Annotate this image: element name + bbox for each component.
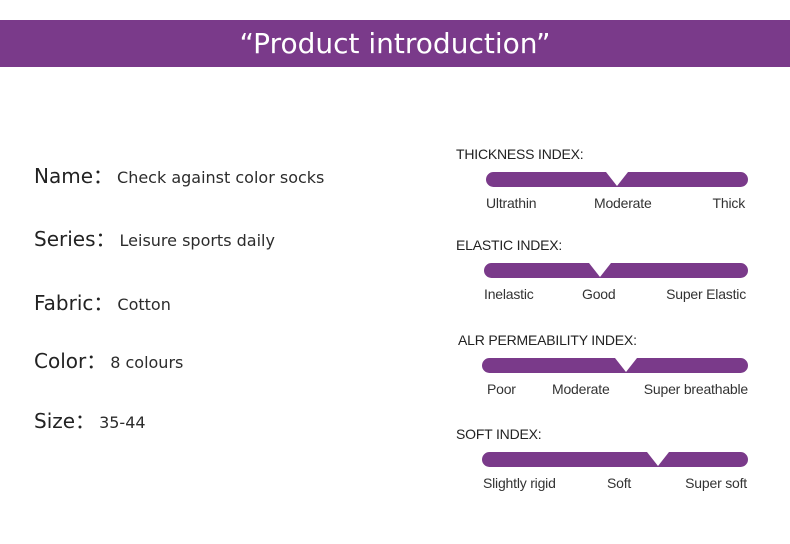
- index-bar: [484, 263, 748, 278]
- spec-row-fabric: Fabric： Cotton: [34, 287, 171, 316]
- index-level-marker: [614, 358, 637, 372]
- index-title: THICKNESS INDEX:: [456, 146, 584, 162]
- index-level-marker: [646, 452, 669, 466]
- index-scale-labels: Slightly rigid Soft Super soft: [482, 475, 748, 493]
- spec-label: Fabric：: [34, 291, 114, 315]
- index-scale-mid: Soft: [607, 475, 632, 491]
- index-bar: [482, 358, 748, 373]
- index-level-marker: [606, 172, 628, 186]
- index-scale-labels: Poor Moderate Super breathable: [482, 381, 748, 399]
- spec-label: Color：: [34, 349, 107, 373]
- index-title: SOFT INDEX:: [456, 426, 542, 442]
- index-scale-mid: Good: [582, 286, 616, 302]
- spec-label: Series：: [34, 227, 116, 251]
- index-scale-high: Thick: [712, 195, 746, 211]
- index-scale-labels: Inelastic Good Super Elastic: [484, 286, 748, 304]
- index-scale-low: Slightly rigid: [483, 475, 556, 491]
- spec-label: Size：: [34, 409, 96, 433]
- spec-value: 8 colours: [110, 353, 184, 372]
- index-title: ALR PERMEABILITY INDEX:: [458, 332, 637, 348]
- index-scale-high: Super breathable: [643, 381, 748, 397]
- index-scale-mid: Moderate: [552, 381, 610, 397]
- page-title: “Product introduction”: [239, 27, 551, 60]
- spec-value: Check against color socks: [117, 168, 325, 187]
- spec-row-name: Name： Check against color socks: [34, 160, 324, 189]
- index-bar: [486, 172, 748, 187]
- spec-value: Leisure sports daily: [119, 231, 275, 250]
- index-scale-low: Inelastic: [484, 286, 534, 302]
- spec-label: Name：: [34, 164, 114, 188]
- index-scale-high: Super Elastic: [666, 286, 746, 302]
- spec-value: 35-44: [99, 413, 146, 432]
- index-scale-labels: Ultrathin Moderate Thick: [486, 195, 748, 213]
- header-banner: “Product introduction”: [0, 20, 790, 67]
- index-scale-mid: Moderate: [594, 195, 652, 211]
- index-scale-high: Super soft: [685, 475, 747, 491]
- index-level-marker: [589, 263, 612, 277]
- soft-index: SOFT INDEX: Slightly rigid Soft Super so…: [0, 0, 790, 491]
- spec-row-size: Size： 35-44: [34, 405, 146, 434]
- index-scale-low: Poor: [487, 381, 516, 397]
- spec-row-color: Color： 8 colours: [34, 345, 183, 374]
- spec-row-series: Series： Leisure sports daily: [34, 223, 275, 252]
- elastic-index: ELASTIC INDEX: Inelastic Good Super Elas…: [0, 0, 790, 302]
- index-title: ELASTIC INDEX:: [456, 237, 563, 253]
- spec-value: Cotton: [117, 295, 171, 314]
- thickness-index: THICKNESS INDEX: Ultrathin Moderate Thic…: [0, 0, 790, 211]
- index-bar: [482, 452, 748, 467]
- index-scale-low: Ultrathin: [486, 195, 537, 211]
- permeability-index: ALR PERMEABILITY INDEX: Poor Moderate Su…: [0, 0, 790, 397]
